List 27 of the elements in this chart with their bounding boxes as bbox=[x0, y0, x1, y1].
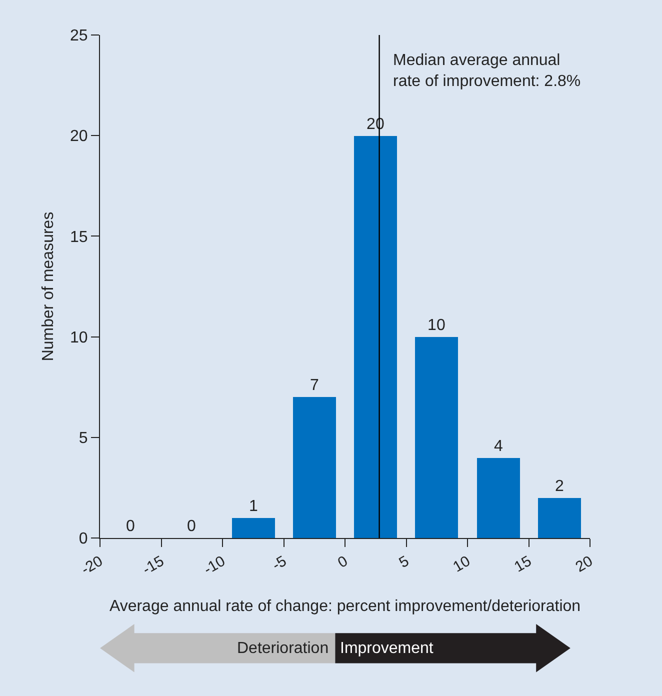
ref-line-label: Median average annual rate of improvement: 2.8% bbox=[393, 52, 581, 90]
x-tick-label: -20 bbox=[78, 552, 106, 578]
x-tick-label: -10 bbox=[200, 552, 228, 578]
data-label: 0 bbox=[126, 518, 135, 535]
x-tick-label: 20 bbox=[572, 552, 596, 576]
x-tick-label: 5 bbox=[396, 552, 412, 572]
text: Improvement bbox=[340, 640, 434, 657]
y-tick-label: 20 bbox=[70, 128, 88, 146]
y-tick-label: 15 bbox=[70, 228, 88, 246]
y-tick-label: 10 bbox=[70, 329, 88, 346]
x-tick-label: 0 bbox=[335, 552, 351, 572]
y-tick-label: 0 bbox=[78, 530, 88, 548]
y-axis-title: Number of measures bbox=[40, 212, 57, 362]
x-axis-title: Average annual rate of change: percent improvement/deterioration bbox=[109, 598, 581, 616]
y-tick-label: 25 bbox=[70, 28, 88, 45]
x-tick-label: 15 bbox=[512, 552, 534, 576]
data-label: 1 bbox=[249, 498, 258, 515]
y-tick-label: 5 bbox=[78, 430, 88, 447]
text: Deterioration bbox=[237, 640, 329, 657]
x-tick-label: 10 bbox=[450, 552, 474, 576]
data-label: 2 bbox=[555, 478, 564, 495]
x-tick-label: -5 bbox=[269, 552, 290, 574]
x-tick-label: -15 bbox=[140, 552, 167, 578]
data-label: 0 bbox=[187, 518, 196, 535]
data-label: 4 bbox=[494, 438, 503, 455]
data-label: 10 bbox=[428, 317, 446, 334]
data-label: 7 bbox=[310, 377, 319, 394]
